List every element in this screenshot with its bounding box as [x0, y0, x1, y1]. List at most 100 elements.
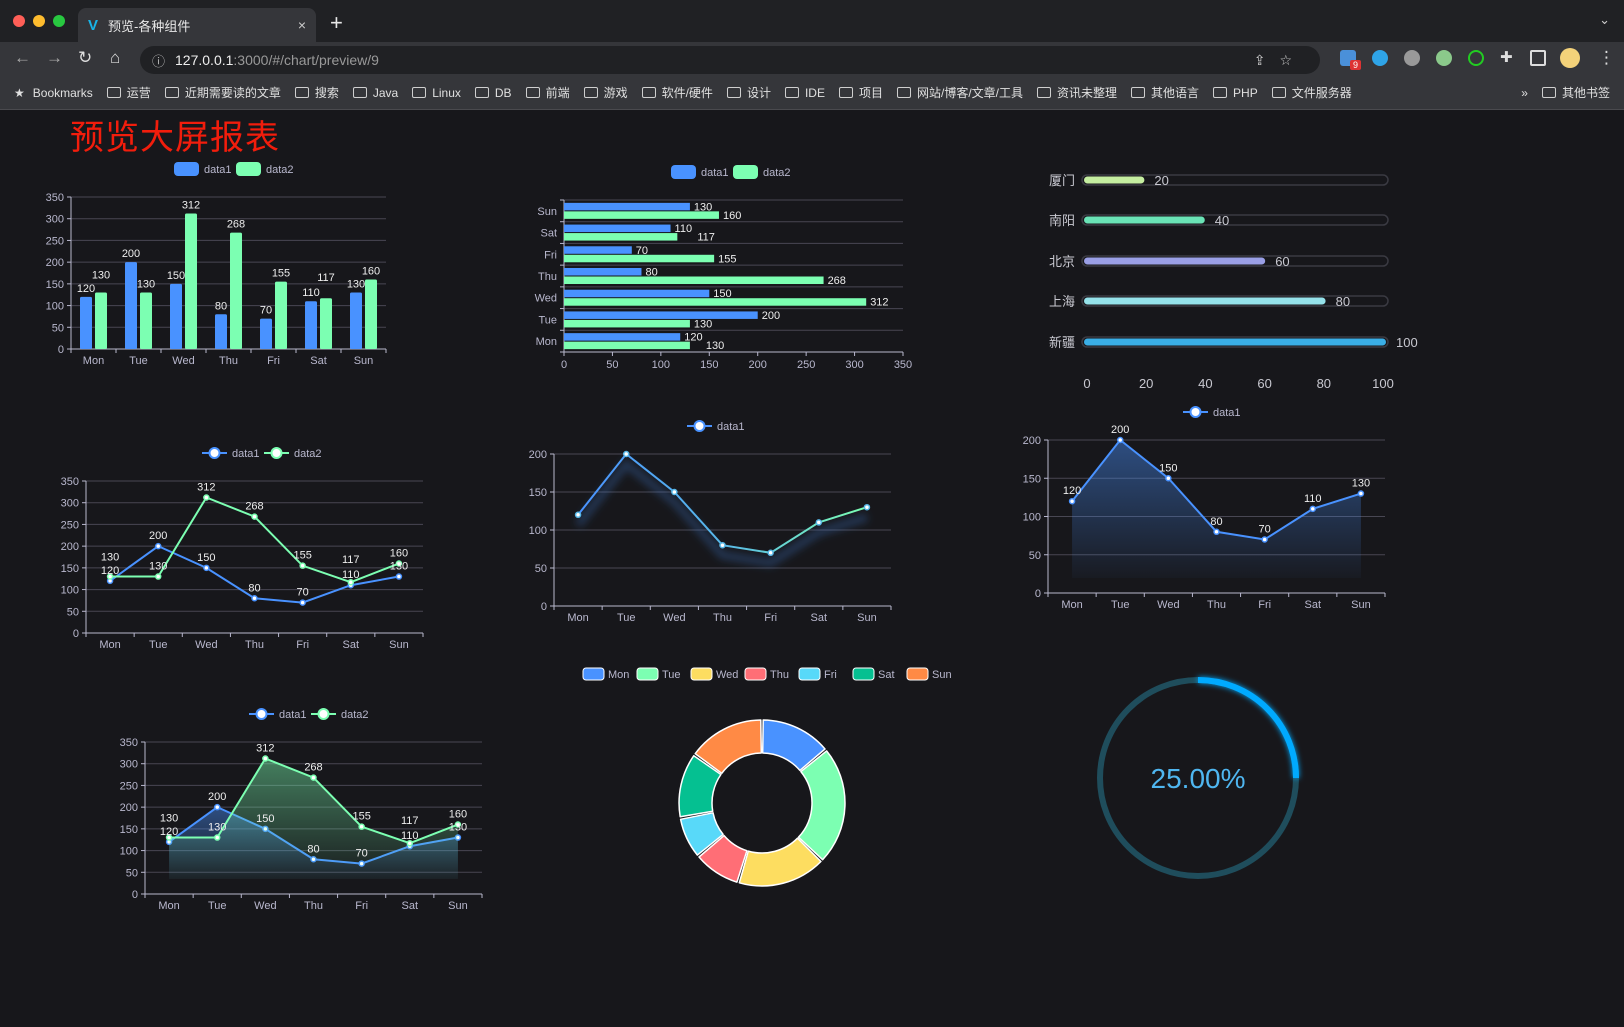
bookmark-folder[interactable]: Java — [352, 84, 398, 101]
forward-icon[interactable]: → — [46, 48, 63, 67]
bookmarks-overflow-button[interactable]: » — [1521, 85, 1528, 100]
legend-item-data1[interactable]: data1 — [202, 447, 260, 460]
bookmark-folder[interactable]: 搜索 — [294, 84, 339, 101]
x-tick-label: 100 — [1372, 376, 1394, 391]
browser-tab[interactable]: V 预览-各种组件 × — [78, 8, 316, 42]
extension-icon[interactable] — [1372, 50, 1388, 66]
point-data1-Thu — [719, 541, 726, 549]
data-label: 80 — [645, 267, 657, 279]
bookmark-folder[interactable]: 项目 — [838, 84, 883, 101]
legend-item-data1[interactable]: data1 — [1183, 406, 1241, 419]
back-icon[interactable]: ← — [14, 48, 31, 67]
x-tick-label: Sun — [448, 900, 468, 912]
new-tab-button[interactable]: + — [330, 10, 343, 35]
legend-item-data1[interactable]: data1 — [687, 420, 745, 433]
legend-swatch-icon — [636, 667, 659, 681]
progress-fill-南阳 — [1084, 216, 1205, 224]
maximize-window-button[interactable] — [53, 15, 65, 27]
bookmark-folder[interactable]: 游戏 — [583, 84, 628, 101]
point-data1-Sat — [815, 519, 823, 526]
extension-icon[interactable] — [1436, 50, 1452, 66]
data-label: 130 — [449, 822, 467, 834]
legend-item-Sat[interactable]: Sat — [852, 667, 895, 681]
donut-slice-Mon — [761, 719, 826, 772]
home-icon[interactable]: ⌂ — [110, 48, 121, 67]
city-label: 上海 — [1049, 294, 1075, 309]
x-tick-label: 60 — [1257, 376, 1271, 391]
legend-item-Thu[interactable]: Thu — [744, 667, 789, 681]
bookmark-label: IDE — [804, 85, 825, 100]
bookmark-folder[interactable]: IDE — [784, 84, 825, 101]
y-tick-label: 200 — [61, 541, 79, 553]
bookmark-label: 资讯未整理 — [1057, 86, 1118, 100]
tab-search-chevron-icon[interactable]: ⌄ — [1599, 12, 1610, 27]
data-label: 110 — [401, 830, 419, 842]
legend-item-data2[interactable]: data2 — [733, 165, 791, 179]
data-label: 80 — [307, 843, 319, 855]
bookmark-folder[interactable]: 近期需要读的文章 — [164, 84, 281, 101]
legend-item-Mon[interactable]: Mon — [582, 667, 629, 681]
reload-icon[interactable]: ↻ — [78, 48, 93, 67]
x-tick-label: Wed — [172, 355, 194, 367]
bookmark-folder[interactable]: 其他语言 — [1131, 84, 1199, 101]
extension-icon[interactable] — [1404, 50, 1420, 66]
other-bookmarks[interactable]: 其他书签 — [1541, 84, 1610, 101]
legend-item-Tue[interactable]: Tue — [636, 667, 681, 681]
puzzle-icon[interactable]: ✚ — [1500, 49, 1513, 66]
legend-item-Sun[interactable]: Sun — [906, 667, 952, 681]
bookmark-folder[interactable]: Linux — [412, 84, 461, 101]
y-tick-label: 50 — [67, 606, 79, 618]
address-bar[interactable]: ⓘ 127.0.0.1 :3000/#/chart/preview/9 ⇪☆ — [140, 46, 1320, 74]
menu-icon[interactable]: ⋮ — [1598, 48, 1615, 67]
city-label: 厦门 — [1049, 173, 1075, 188]
x-tick-label: Thu — [245, 639, 264, 651]
bookmark-folder[interactable]: PHP — [1213, 84, 1258, 101]
point-data1-Sun — [863, 503, 871, 511]
point-data2-Tue — [213, 834, 221, 841]
bookmark-label: 网站/博客/文章/工具 — [916, 86, 1023, 100]
bookmark-folder[interactable]: 运营 — [106, 84, 151, 101]
site-info-icon[interactable]: ⓘ — [152, 53, 166, 69]
y-tick-label: 250 — [46, 235, 64, 247]
data-label: 110 — [342, 569, 360, 581]
data-label: 268 — [304, 762, 322, 774]
legend-item-Fri[interactable]: Fri — [798, 667, 837, 681]
bookmark-star-icon[interactable]: ☆ — [1279, 51, 1306, 68]
bookmark-folder[interactable]: 软件/硬件 — [641, 84, 713, 101]
value-label: 100 — [1396, 335, 1418, 350]
legend-item-data1[interactable]: data1 — [671, 165, 729, 179]
bookmark-folder[interactable]: DB — [474, 84, 512, 101]
legend-item-data2[interactable]: data2 — [311, 708, 369, 721]
bookmark-folder[interactable]: 网站/博客/文章/工具 — [896, 84, 1023, 101]
tab-title: 预览-各种组件 — [108, 18, 191, 34]
bar-data1-Tue — [564, 311, 758, 319]
bookmark-folder[interactable]: 资讯未整理 — [1037, 84, 1117, 101]
x-tick-label: Sat — [402, 900, 419, 912]
bar-data1-Wed — [170, 283, 182, 349]
bookmark-folder[interactable]: 文件服务器 — [1271, 84, 1352, 101]
bookmark-label: 前端 — [545, 86, 570, 100]
y-tick-label: 100 — [46, 301, 64, 313]
progress-track — [1081, 174, 1389, 186]
bookmark-folder[interactable]: 设计 — [726, 84, 771, 101]
close-window-button[interactable] — [13, 15, 25, 27]
extension-icon[interactable] — [1468, 50, 1484, 66]
legend-item-data1[interactable]: data1 — [174, 162, 232, 176]
legend-swatch-icon — [852, 667, 875, 681]
point-data2-Fri — [299, 562, 306, 569]
point-data1-Sat — [1309, 505, 1317, 513]
tab-close-icon[interactable]: × — [297, 17, 306, 33]
legend-item-Wed[interactable]: Wed — [690, 667, 738, 681]
avatar[interactable] — [1560, 48, 1580, 68]
minimize-window-button[interactable] — [33, 15, 45, 27]
side-panel-icon[interactable] — [1530, 50, 1546, 66]
x-tick-label: Thu — [1207, 599, 1226, 611]
legend-item-data2[interactable]: data2 — [236, 162, 294, 176]
bookmarks-button[interactable]: ★ Bookmarks — [14, 86, 93, 100]
bar-data1-Sat — [305, 301, 317, 349]
legend-circle-icon — [208, 447, 221, 459]
legend-item-data2[interactable]: data2 — [264, 447, 322, 460]
legend-item-data1[interactable]: data1 — [249, 708, 307, 721]
share-icon[interactable]: ⇪ — [1253, 51, 1280, 68]
bookmark-folder[interactable]: 前端 — [525, 84, 570, 101]
